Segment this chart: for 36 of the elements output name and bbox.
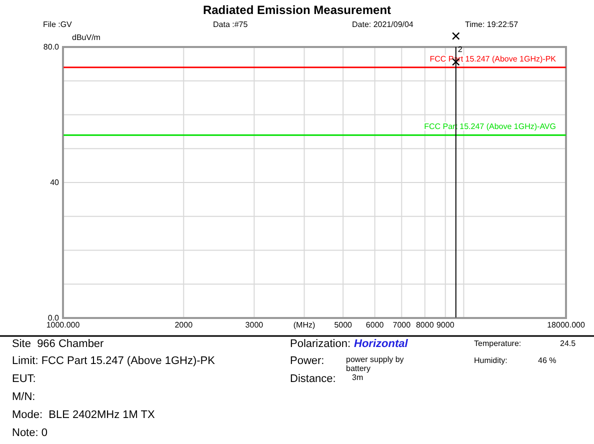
y-axis-title: dBuV/m (72, 33, 101, 42)
x-tick-label: (MHz) (293, 320, 316, 330)
text: Data :#75 (213, 20, 248, 29)
text: power supply by battery (346, 355, 404, 373)
x-tick-label: 1000.000 (46, 320, 80, 330)
x-tick-label: 3000 (245, 320, 264, 330)
text: Power: (290, 355, 324, 367)
text: Mode: BLE 2402MHz 1M TX (12, 409, 156, 421)
x-tick-label: 7000 (392, 320, 412, 330)
x-tick-label: 18000.000 (547, 320, 586, 330)
y-tick-label: 40 (50, 178, 60, 188)
text: Polarization: (290, 338, 351, 350)
text: 24.5 (560, 339, 576, 348)
text: Horizontal (354, 338, 409, 350)
text: Date: 2021/09/04 (352, 20, 414, 29)
y-tick-label: 80.0 (43, 42, 60, 52)
x-tick-label: 2000 (174, 320, 194, 330)
annotation: 2 (458, 45, 463, 54)
x-tick-label: 8000 (416, 320, 434, 330)
x-tick-label: 6000 (366, 320, 384, 330)
text: Humidity: (474, 356, 508, 365)
text: Temperature: (474, 339, 522, 348)
chart-title: Radiated Emission Measurement (202, 3, 392, 17)
text: Note: 0 (12, 427, 48, 439)
x-tick-label: 9000 (436, 320, 455, 330)
text: Distance: (290, 373, 336, 385)
text: M/N: (12, 391, 36, 403)
text: 3m (352, 373, 364, 382)
text: Limit: FCC Part 15.247 (Above 1GHz)-PK (12, 355, 216, 367)
text: 46 % (538, 356, 556, 365)
text: File :GV (43, 20, 73, 29)
text: EUT: (12, 373, 36, 385)
x-tick-label: 5000 (334, 320, 353, 330)
text: Site 966 Chamber (12, 338, 104, 350)
text: Time: 19:22:57 (465, 20, 519, 29)
y-tick-label: 0.0 (48, 314, 60, 323)
